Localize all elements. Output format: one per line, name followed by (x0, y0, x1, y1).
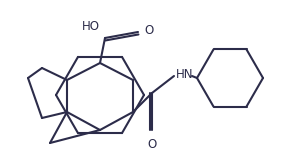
Text: HO: HO (82, 19, 100, 32)
Text: O: O (144, 25, 153, 37)
Text: O: O (147, 138, 157, 151)
Text: HN: HN (176, 68, 193, 80)
